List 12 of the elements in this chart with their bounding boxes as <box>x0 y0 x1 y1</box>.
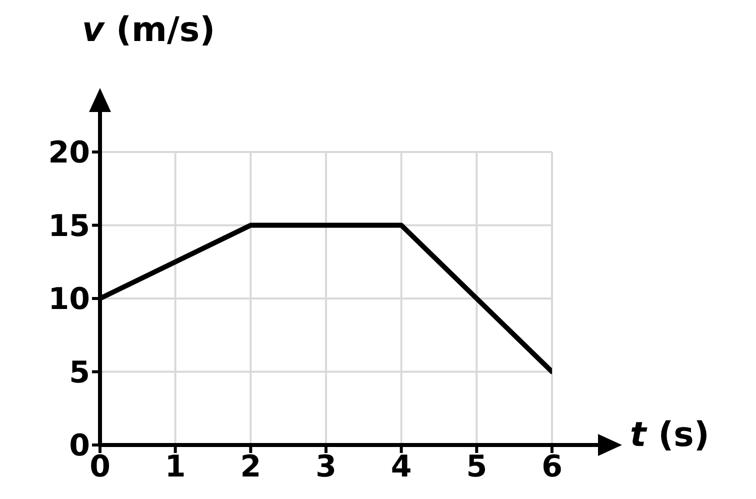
x-tick-label: 6 <box>542 449 562 484</box>
y-axis-title: v (m/s) <box>82 10 216 50</box>
y-tick-label: 10 <box>48 282 90 318</box>
y-tick-label: 5 <box>69 355 90 390</box>
x-tick-label: 4 <box>390 449 412 484</box>
x-tick-label: 5 <box>466 449 488 484</box>
x-tick-label: 2 <box>240 449 262 484</box>
x-tick-label: 1 <box>164 449 186 484</box>
y-tick-label: 20 <box>48 136 90 171</box>
x-axis-title: t (s) <box>630 415 710 455</box>
x-tick-label: 3 <box>316 449 336 484</box>
y-tick-label: 15 <box>48 208 90 244</box>
